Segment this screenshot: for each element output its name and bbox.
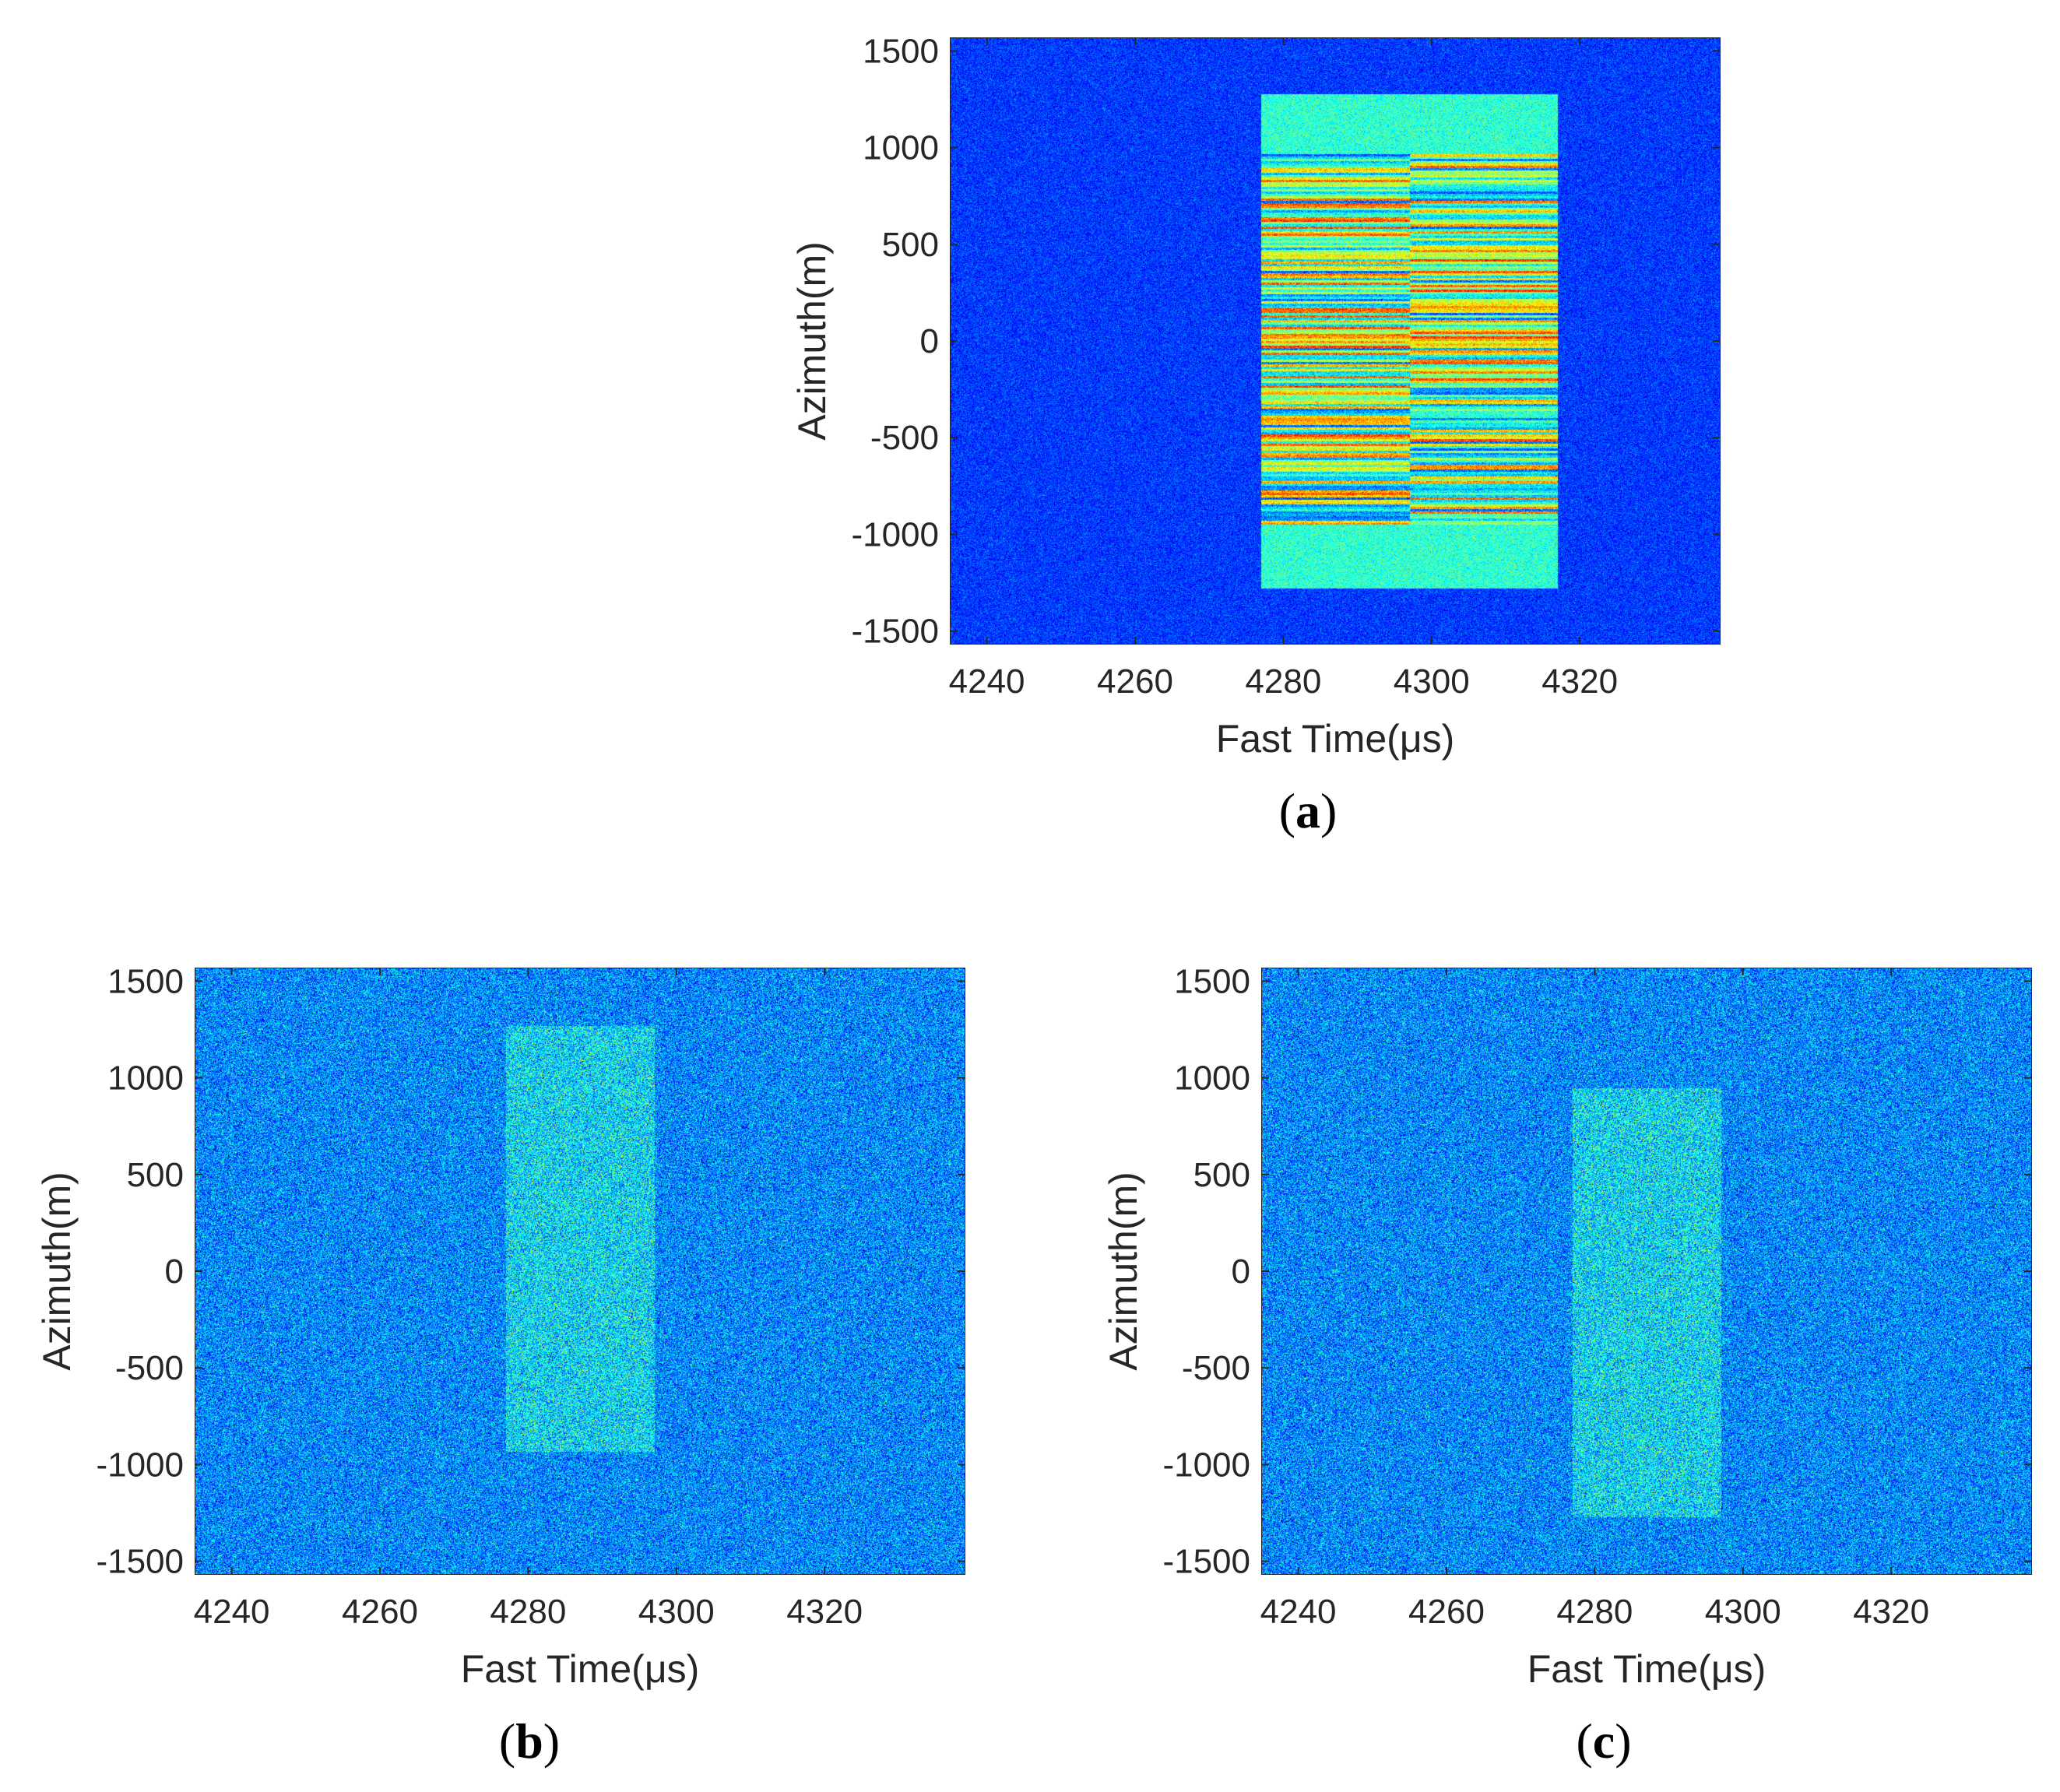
x-tick-label: 4280 <box>490 1593 566 1631</box>
y-tick-label: 0 <box>1232 1253 1250 1291</box>
y-tick-label: -1500 <box>851 613 939 651</box>
caption-b: (b) <box>498 1713 561 1769</box>
chart-panel-a: 4240 4260 4280 4300 4320 1500 1000 500 0 -500 -100… <box>767 0 1857 778</box>
caption-c: (c) <box>1576 1713 1632 1769</box>
heatmap-plot-area <box>1261 968 2032 1575</box>
axes-ticks: 4240 4260 4280 4300 4320 1500 1000 500 0 -500 -100… <box>1102 962 2032 1691</box>
y-tick-label: 500 <box>1193 1156 1250 1194</box>
x-tick-label: 4280 <box>1245 662 1321 701</box>
y-tick-label: -1500 <box>96 1543 184 1581</box>
y-axis-label: Azimuth(m) <box>790 241 834 441</box>
y-tick-label: 1500 <box>863 32 939 70</box>
y-axis-label: Azimuth(m) <box>1102 1172 1145 1371</box>
x-tick-label: 4300 <box>1394 662 1470 701</box>
chart-panel-b: 4240 4260 4280 4300 4320 1500 1000 500 0 -500 -100… <box>12 930 1102 1709</box>
axes-ticks: 4240 4260 4280 4300 4320 1500 1000 500 0 -500 -100… <box>35 962 965 1691</box>
y-tick-label: -1000 <box>851 515 939 553</box>
heatmap-image <box>950 37 1721 645</box>
x-axis-label: Fast Time(μs) <box>1216 717 1455 761</box>
y-tick-label: 1000 <box>107 1059 184 1098</box>
x-tick-label: 4240 <box>1260 1593 1337 1631</box>
y-tick-label: -500 <box>115 1349 184 1387</box>
x-axis-label: Fast Time(μs) <box>1527 1647 1766 1691</box>
x-tick-label: 4320 <box>1853 1593 1929 1631</box>
y-tick-label: -1000 <box>1162 1446 1250 1484</box>
x-axis-label: Fast Time(μs) <box>461 1647 700 1691</box>
y-tick-label: 1000 <box>863 129 939 167</box>
x-tick-label: 4260 <box>1097 662 1173 701</box>
y-tick-label: 0 <box>920 322 939 360</box>
heatmap-plot-area <box>950 37 1721 645</box>
y-tick-label: 0 <box>165 1253 184 1291</box>
y-tick-label: 500 <box>127 1156 184 1194</box>
x-tick-label: 4300 <box>638 1593 715 1631</box>
y-tick-label: 1500 <box>107 962 184 1000</box>
chart-panel-c: 4240 4260 4280 4300 4320 1500 1000 500 0 -500 -100… <box>1078 930 2060 1709</box>
y-tick-label: -1000 <box>96 1446 184 1484</box>
y-tick-label: -1500 <box>1162 1543 1250 1581</box>
y-tick-label: 1500 <box>1174 962 1250 1000</box>
x-tick-label: 4260 <box>342 1593 418 1631</box>
x-tick-label: 4260 <box>1408 1593 1485 1631</box>
x-tick-label: 4280 <box>1556 1593 1633 1631</box>
x-tick-label: 4320 <box>786 1593 863 1631</box>
y-tick-label: -500 <box>870 419 939 457</box>
y-tick-label: 500 <box>882 226 939 264</box>
x-tick-label: 4240 <box>194 1593 270 1631</box>
heatmap-plot-area <box>195 968 965 1575</box>
x-tick-label: 4240 <box>949 662 1025 701</box>
axes-ticks: 4240 4260 4280 4300 4320 1500 1000 500 0 -500 -100… <box>790 32 1721 761</box>
heatmap-image <box>195 968 965 1575</box>
y-tick-label: -500 <box>1182 1349 1250 1387</box>
y-axis-label: Azimuth(m) <box>35 1172 79 1371</box>
heatmap-image <box>1261 968 2032 1575</box>
y-tick-label: 1000 <box>1174 1059 1250 1098</box>
x-tick-label: 4320 <box>1541 662 1618 701</box>
x-tick-label: 4300 <box>1705 1593 1781 1631</box>
caption-a: (a) <box>1278 783 1338 838</box>
